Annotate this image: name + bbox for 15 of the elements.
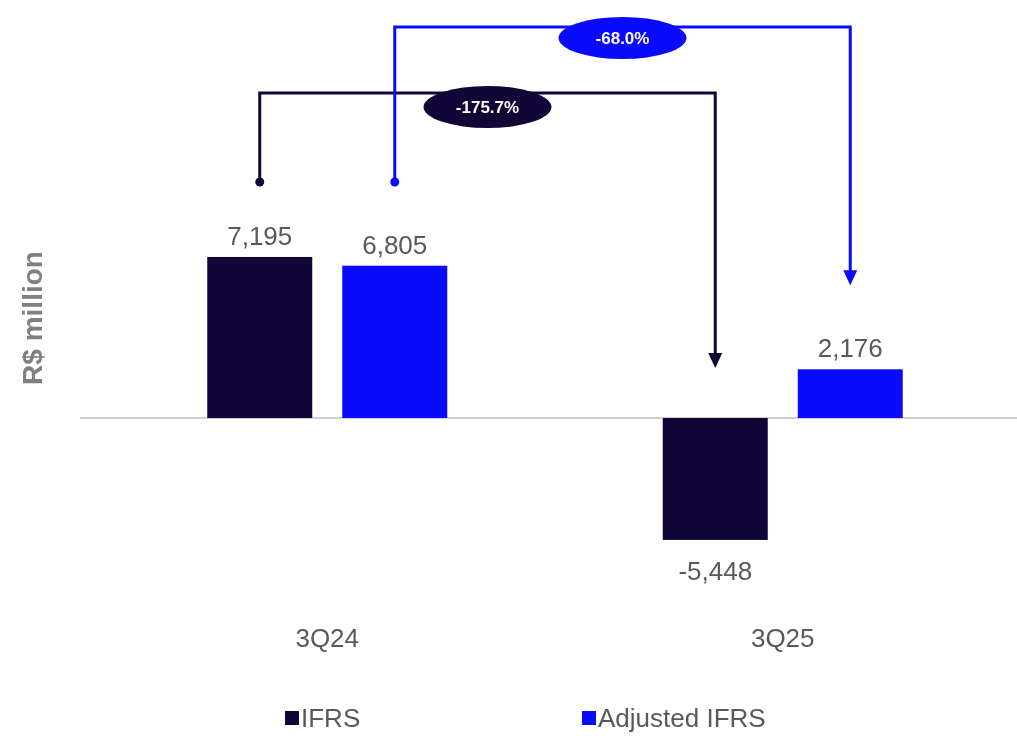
- x-tick-label: 3Q25: [750, 623, 815, 653]
- data-label: -5,448: [678, 555, 753, 586]
- bar: [662, 418, 768, 540]
- y-axis-title: R$ million: [17, 251, 48, 385]
- legend-label: IFRS: [301, 703, 361, 733]
- data-label: 6,805: [362, 229, 428, 260]
- text: -175.7%: [455, 98, 520, 117]
- data-label: 7,195: [227, 220, 293, 251]
- bar: [207, 256, 313, 418]
- data-label: 2,176: [817, 333, 883, 364]
- bar: [797, 369, 903, 418]
- bar: [342, 265, 448, 418]
- text: -68.0%: [595, 29, 650, 48]
- x-tick-label: 3Q24: [295, 623, 360, 653]
- legend-label: Adjusted IFRS: [598, 703, 766, 733]
